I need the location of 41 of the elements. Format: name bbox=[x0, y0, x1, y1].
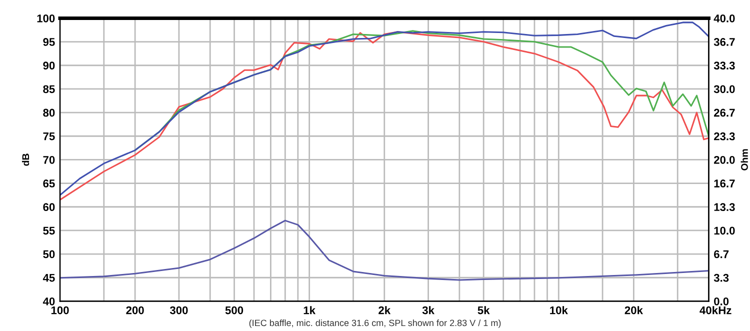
y-tick-label: 75 bbox=[43, 132, 55, 140]
x-tick-label: 500 bbox=[225, 306, 244, 314]
x-tick-label: 300 bbox=[170, 306, 188, 314]
x-tick-label: 10k bbox=[550, 306, 568, 314]
y2-tick-label: 3.3 bbox=[714, 274, 729, 282]
y2-tick-label: 16.7 bbox=[714, 180, 735, 188]
y2-tick-label: 26.7 bbox=[714, 108, 735, 117]
y2-tick-label: 0.0 bbox=[714, 297, 729, 306]
y-tick-label: 40 bbox=[42, 297, 55, 306]
y2-tick-label: 40.0 bbox=[714, 14, 735, 22]
x-tick-label: 20k bbox=[624, 306, 643, 314]
y-tick-label: 55 bbox=[43, 226, 55, 235]
x-tick-label: 5k bbox=[478, 306, 490, 314]
y-tick-label: 45 bbox=[42, 274, 55, 282]
y-tick-label: 50 bbox=[43, 250, 55, 258]
y2-tick-label: 33.3 bbox=[714, 62, 735, 70]
y2-tick-label: 30.0 bbox=[714, 85, 735, 94]
x-tick-label: 3k bbox=[422, 306, 434, 314]
y-tick-label: 85 bbox=[43, 85, 55, 94]
y-tick-label: 100 bbox=[37, 14, 55, 22]
y-tick-label: 60 bbox=[43, 203, 55, 212]
y-tick-label: 70 bbox=[43, 156, 55, 164]
x-tick-label: 40k bbox=[700, 306, 718, 314]
x-tick-label: 1k bbox=[304, 306, 316, 314]
x-tick-label: 200 bbox=[126, 306, 144, 314]
x-axis-title: Hz bbox=[718, 306, 732, 314]
x-tick-label: 2k bbox=[378, 306, 391, 314]
y2-tick-label: 20.0 bbox=[714, 156, 735, 164]
y-tick-label: 90 bbox=[43, 62, 55, 70]
text: (IEC baffle, mic. distance 31.6 cm, SPL shown for 2.83 V / 1 m) bbox=[249, 319, 501, 328]
y2-tick-label: 36.7 bbox=[714, 38, 735, 46]
y-axis-title: dB bbox=[22, 154, 30, 166]
y2-axis-title: Ohm bbox=[740, 149, 748, 170]
y2-tick-label: 6.7 bbox=[714, 250, 729, 258]
y2-tick-label: 13.3 bbox=[714, 203, 735, 212]
y-tick-label: 80 bbox=[43, 108, 55, 117]
y-tick-label: 65 bbox=[43, 180, 55, 188]
y2-tick-label: 10.0 bbox=[714, 226, 735, 235]
y2-tick-label: 23.3 bbox=[714, 132, 735, 140]
y-tick-label: 95 bbox=[43, 38, 55, 46]
x-tick-label: 100 bbox=[51, 306, 69, 314]
